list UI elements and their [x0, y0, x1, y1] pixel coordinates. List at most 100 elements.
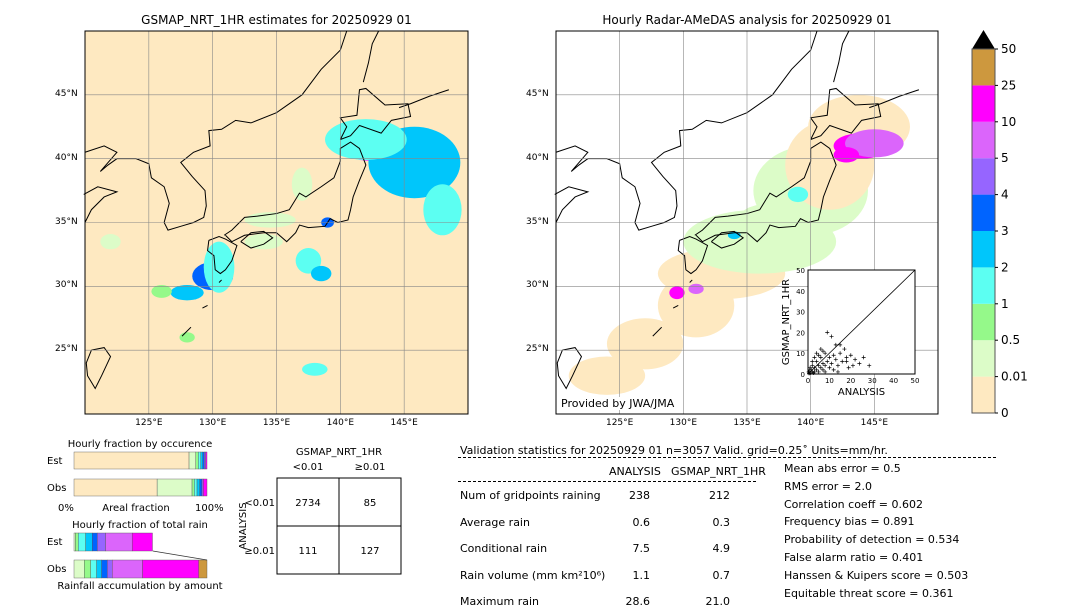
- rain-area: [688, 283, 704, 294]
- coastline: [677, 236, 709, 275]
- scatter-point: [850, 363, 855, 368]
- y-tick-label: 40: [796, 288, 805, 296]
- colorbar-segment: [972, 231, 995, 268]
- stat-row-label: Rain volume (mm km²10⁶): [460, 568, 606, 582]
- scatter-point: [820, 367, 825, 372]
- stat-row-label: Maximum rain: [460, 595, 539, 608]
- rain-area: [244, 233, 283, 250]
- coastline: [362, 30, 380, 83]
- divider: [458, 457, 996, 458]
- fraction-segment: [156, 478, 193, 497]
- scatter-point: [825, 330, 830, 335]
- diagonal-line: [807, 269, 916, 375]
- coastline: [83, 186, 119, 223]
- scatter-point: [827, 355, 832, 360]
- scatter-point: [814, 367, 819, 372]
- lon-tick-label: 140°E: [796, 418, 825, 428]
- rain-area: [568, 356, 646, 395]
- colorbar-segment: [972, 267, 995, 304]
- scatter-point: [812, 365, 817, 370]
- scatter-point: [812, 355, 817, 360]
- cell-value: 111: [298, 546, 317, 557]
- lat-tick-label: 35°N: [55, 216, 78, 227]
- scatter-point: [823, 363, 828, 368]
- cell-value: 127: [360, 546, 379, 557]
- coastline: [207, 236, 238, 275]
- fraction-segment: [203, 478, 208, 497]
- fraction-segment: [200, 451, 203, 470]
- colorbar-segment: [972, 340, 995, 377]
- gsmap-value: 212: [709, 489, 730, 502]
- scatter-point: [848, 353, 853, 358]
- rain-segment: [90, 559, 97, 579]
- y-tick-label: 20: [796, 329, 805, 337]
- rain-area: [179, 332, 195, 343]
- scatter-point: [844, 355, 849, 360]
- areal-fraction-label: Areal fraction: [102, 503, 169, 514]
- rain-area: [291, 167, 313, 201]
- scatter-inset: 00 10 10 20 20 30 30 40 40 50 50 ANALYSIS GSMAP_NRT_…: [781, 267, 919, 398]
- rain-area: [669, 286, 685, 300]
- x-tick-label: 0: [806, 377, 810, 385]
- bar-label: Obs: [47, 483, 66, 494]
- rain-segment: [73, 559, 85, 579]
- colorbar-label: 4: [1001, 188, 1009, 202]
- rain-segment: [92, 532, 98, 552]
- scatter-point: [857, 361, 862, 366]
- x-tick-label: 20: [846, 377, 855, 385]
- lat-tick-label: 30°N: [55, 280, 78, 291]
- lon-tick-label: 130°E: [669, 418, 698, 428]
- fraction-segment: [196, 478, 200, 497]
- scatter-point: [853, 357, 858, 362]
- scatter-point: [827, 365, 832, 370]
- lat-tick-label: 40°N: [55, 152, 78, 163]
- score-line: Correlation coeff = 0.602: [784, 497, 923, 511]
- rain-segment: [84, 559, 91, 579]
- colorbar-segment: [972, 376, 995, 413]
- rain-segment: [101, 559, 108, 579]
- bar-label: Est: [47, 456, 63, 467]
- cell-value: 85: [364, 498, 377, 509]
- colorbar-label: 10: [1001, 115, 1016, 129]
- xlim-high: 100%: [195, 503, 224, 514]
- scatter-point: [823, 369, 828, 374]
- rain-segment: [198, 559, 208, 579]
- rain-area: [787, 186, 809, 203]
- colorbar-segment: [972, 49, 995, 86]
- rain-area: [740, 203, 805, 229]
- bar-label: Obs: [47, 564, 66, 575]
- scatter-point: [814, 359, 819, 364]
- scatter-point: [835, 363, 840, 368]
- fraction-segment: [73, 478, 158, 497]
- scatter-point: [838, 351, 843, 356]
- table-cell: [338, 477, 402, 527]
- fraction-segment: [198, 451, 201, 470]
- coastline: [339, 87, 412, 140]
- fraction-segment: [202, 451, 205, 470]
- analysis-value: 28.6: [625, 595, 651, 608]
- rain-segment: [85, 532, 93, 552]
- scatter-point: [825, 359, 830, 364]
- x-tick-label: 10: [825, 377, 834, 385]
- scatter-point: [818, 355, 823, 360]
- lat-tick-label: 35°N: [526, 216, 549, 227]
- stat-row-label: Average rain: [460, 515, 530, 529]
- rain-area: [203, 241, 235, 293]
- x-axis-label: ANALYSIS: [838, 387, 885, 398]
- score-line: False alarm ratio = 0.401: [784, 551, 924, 564]
- rain-area: [423, 184, 462, 236]
- analysis-value: 0.6: [632, 515, 651, 529]
- scatter-point: [831, 367, 836, 372]
- fraction-segment: [191, 478, 195, 497]
- fraction-segment: [188, 451, 196, 470]
- gsmap-map: [83, 30, 469, 415]
- accumulation-label: Rainfall accumulation by amount: [57, 581, 222, 592]
- divider: [458, 481, 756, 482]
- lat-tick-label: 25°N: [526, 344, 549, 355]
- score-line: Hanssen & Kuipers score = 0.503: [784, 568, 969, 582]
- rain-area: [310, 265, 332, 282]
- scatter-point: [835, 369, 840, 374]
- lat-tick-label: 25°N: [55, 344, 78, 355]
- scatter-point: [846, 365, 851, 370]
